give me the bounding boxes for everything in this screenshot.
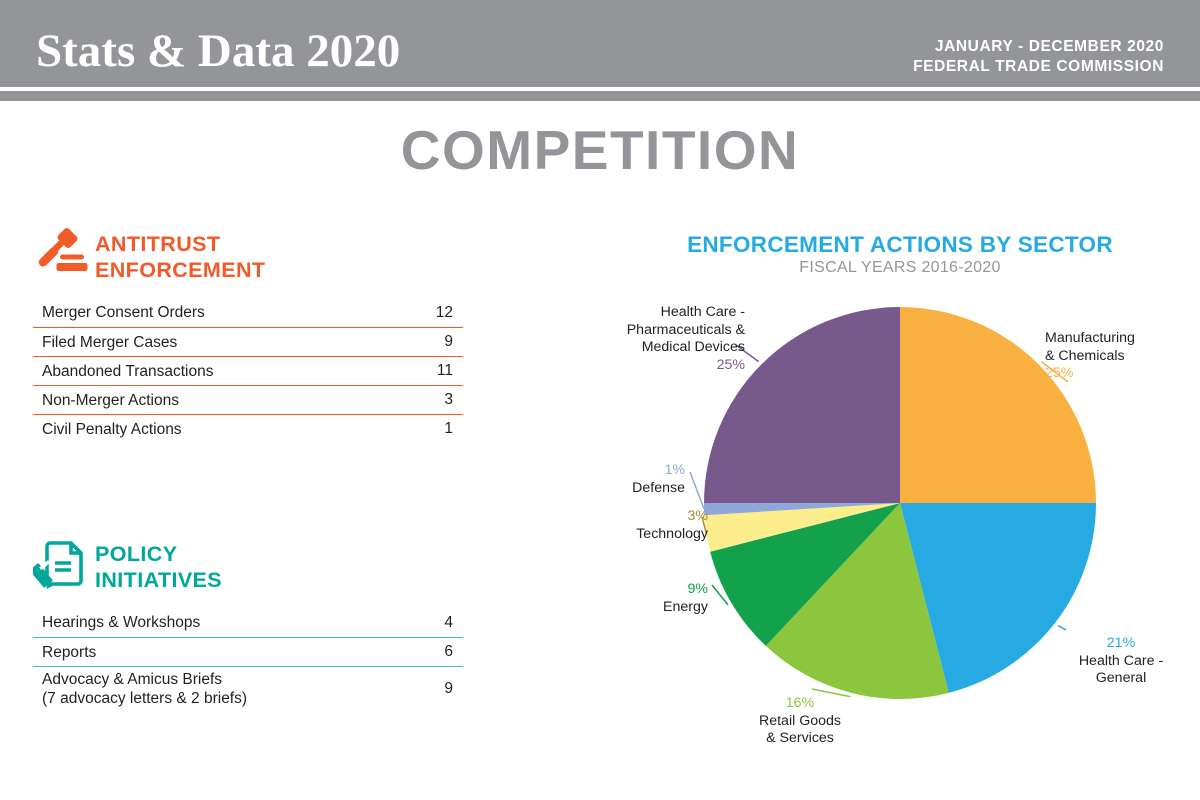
header-meta: JANUARY - DECEMBER 2020 FEDERAL TRADE CO… bbox=[913, 37, 1164, 77]
header-lower-band bbox=[0, 91, 1200, 101]
pie-leader-line bbox=[811, 688, 851, 698]
policy-stat-list: Hearings & Workshops 4 Reports 6 Advocac… bbox=[33, 608, 463, 711]
pie-slice bbox=[900, 503, 1096, 693]
pie-label-health-care-general: 21% Health Care - General bbox=[1045, 635, 1197, 688]
panel-title-line-2: ENFORCEMENT bbox=[95, 257, 266, 282]
pie-label-technology: 3% Technology bbox=[590, 508, 708, 543]
table-row: Hearings & Workshops 4 bbox=[33, 608, 463, 637]
panel-title-antitrust: ANTITRUST ENFORCEMENT bbox=[95, 232, 265, 283]
stat-value: 4 bbox=[444, 613, 453, 631]
header-date-range: JANUARY - DECEMBER 2020 bbox=[934, 38, 1164, 55]
pie-label-percent: 1% bbox=[664, 462, 685, 478]
pie-label-defense: 1% Defense bbox=[590, 462, 685, 497]
stat-value: 11 bbox=[436, 362, 453, 379]
pie-label-text-line: Health Care - bbox=[1078, 652, 1164, 669]
pie-slice bbox=[704, 503, 900, 516]
pie-label-text-line: General bbox=[1095, 670, 1147, 686]
stat-label: Advocacy & Amicus Briefs (7 advocacy let… bbox=[42, 670, 247, 708]
pie-label-text-line: Manufacturing bbox=[1045, 330, 1135, 346]
pie-slice-group bbox=[704, 307, 1096, 699]
table-row: Advocacy & Amicus Briefs (7 advocacy let… bbox=[33, 666, 463, 711]
panel-antitrust-enforcement: ANTITRUST ENFORCEMENT Merger Consent Ord… bbox=[33, 228, 463, 443]
stat-value: 3 bbox=[444, 391, 453, 408]
panel-title-policy: POLICY INITIATIVES bbox=[95, 542, 222, 593]
stat-value: 9 bbox=[444, 333, 453, 350]
pie-label-percent: 25% bbox=[1045, 365, 1074, 381]
pie-label-manufacturing: Manufacturing & Chemicals 25% bbox=[1045, 330, 1197, 383]
pie-slice bbox=[710, 503, 900, 646]
pie-label-percent: 21% bbox=[1106, 635, 1136, 651]
pie-slice bbox=[704, 307, 900, 503]
pie-label-percent: 3% bbox=[687, 508, 708, 524]
pie-label-text-line: & Services bbox=[766, 730, 834, 746]
pie-label-retail-goods: 16% Retail Goods & Services bbox=[720, 695, 880, 748]
antitrust-stat-list: Merger Consent Orders 12 Filed Merger Ca… bbox=[33, 298, 463, 443]
stat-label: Abandoned Transactions bbox=[42, 362, 214, 380]
pie-leader-line bbox=[1040, 361, 1069, 383]
pie-label-text-line: Retail Goods bbox=[758, 712, 841, 729]
stat-label: Filed Merger Cases bbox=[42, 333, 178, 351]
stat-value: 12 bbox=[435, 303, 453, 321]
table-row: Civil Penalty Actions 1 bbox=[33, 414, 463, 443]
table-row: Filed Merger Cases 9 bbox=[33, 327, 463, 356]
table-row: Abandoned Transactions 11 bbox=[33, 356, 463, 385]
page-title: COMPETITION bbox=[400, 119, 800, 181]
pie-label-percent: 25% bbox=[716, 356, 745, 373]
pie-leader-line bbox=[701, 516, 708, 534]
pie-chart: Health Care - Pharmaceuticals & Medical … bbox=[590, 285, 1200, 760]
stat-label: Civil Penalty Actions bbox=[42, 420, 182, 438]
panel-title-line-1: POLICY bbox=[95, 542, 178, 566]
panel-policy-initiatives: POLICY INITIATIVES Hearings & Workshops … bbox=[29, 536, 463, 711]
panel-title-line-1: ANTITRUST bbox=[95, 232, 221, 256]
pie-label-text-line: Technology bbox=[636, 525, 708, 542]
table-row: Reports 6 bbox=[33, 637, 463, 666]
pie-slice bbox=[765, 503, 949, 699]
pie-label-text-line: Health Care - bbox=[660, 304, 745, 320]
chart-subtitle: FISCAL YEARS 2016-2020 bbox=[799, 259, 1001, 276]
stat-label: Reports bbox=[42, 643, 97, 661]
pie-leader-line bbox=[689, 471, 705, 510]
pie-label-percent: 16% bbox=[785, 695, 815, 711]
pie-leader-line bbox=[735, 344, 760, 363]
stat-value: 9 bbox=[444, 680, 453, 697]
gavel-icon bbox=[33, 226, 91, 282]
pie-label-text-line: Medical Devices bbox=[641, 339, 745, 355]
pie-label-text-line: Energy bbox=[663, 598, 708, 615]
stat-label-main: Advocacy & Amicus Briefs bbox=[42, 671, 223, 688]
panel-header-antitrust: ANTITRUST ENFORCEMENT bbox=[33, 228, 463, 286]
stat-label: Non-Merger Actions bbox=[42, 391, 179, 409]
table-row: Non-Merger Actions 3 bbox=[33, 385, 463, 414]
brand-title: Stats & Data 2020 bbox=[36, 25, 401, 77]
pie-leader-line bbox=[1057, 624, 1067, 631]
stat-label: Merger Consent Orders bbox=[42, 304, 205, 321]
stat-value: 6 bbox=[444, 643, 453, 660]
chart-title: ENFORCEMENT ACTIONS BY SECTOR bbox=[687, 232, 1113, 257]
pie-label-energy: 9% Energy bbox=[590, 581, 708, 616]
page-header: Stats & Data 2020 JANUARY - DECEMBER 202… bbox=[0, 0, 1200, 87]
panel-title-line-2: INITIATIVES bbox=[95, 567, 223, 592]
pie-label-text-line: Pharmaceuticals & bbox=[626, 321, 745, 338]
panel-header-policy: POLICY INITIATIVES bbox=[29, 536, 463, 596]
pie-label-health-care-pharma: Health Care - Pharmaceuticals & Medical … bbox=[590, 304, 745, 374]
stat-label-sub: (7 advocacy letters & 2 briefs) bbox=[42, 690, 248, 707]
header-divider-rule bbox=[0, 87, 1200, 91]
pie-slice bbox=[900, 307, 1096, 503]
pie-slice bbox=[704, 503, 900, 552]
pie-leader-lines bbox=[689, 344, 1069, 698]
pie-label-text-line: & Chemicals bbox=[1045, 347, 1125, 364]
stat-value: 1 bbox=[444, 420, 453, 437]
pie-label-percent: 9% bbox=[687, 581, 708, 597]
table-row: Merger Consent Orders 12 bbox=[33, 298, 463, 327]
pie-label-text-line: Defense bbox=[632, 479, 685, 496]
pie-leader-line bbox=[711, 584, 729, 606]
header-agency-name: FEDERAL TRADE COMMISSION bbox=[913, 58, 1164, 75]
stat-label: Hearings & Workshops bbox=[42, 614, 201, 631]
document-pencil-icon bbox=[29, 536, 91, 592]
